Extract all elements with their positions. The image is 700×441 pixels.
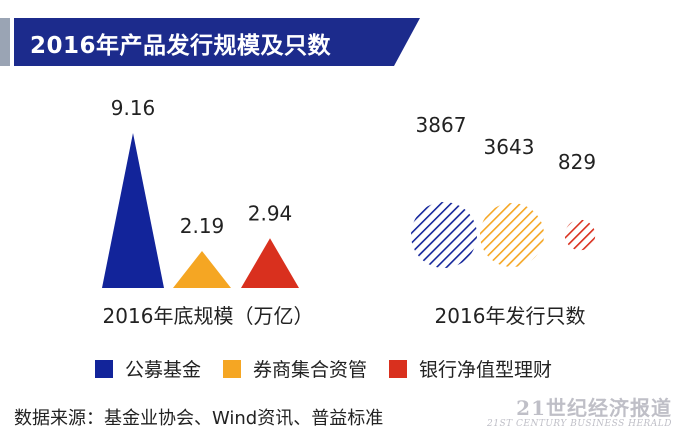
triangle-fund [102, 133, 164, 288]
count-chart: 3867 3643 829 [411, 113, 596, 268]
legend-swatch-bank [389, 359, 408, 378]
bubble-broker [479, 202, 545, 268]
banner-background [14, 18, 420, 66]
chart-area: 9.16 2.19 2.94 3867 3643 829 2016年底规模（万亿） 20… [102, 96, 596, 328]
legend-item-bank: 银行净值型理财 [389, 355, 552, 382]
banner-shape [0, 18, 420, 66]
watermark-sub: 21ST CENTURY BUSINESS HERALD [487, 419, 672, 429]
count-value-label-broker: 3643 [484, 135, 535, 159]
legend-label-bank: 银行净值型理财 [419, 359, 553, 381]
publisher-watermark: 21世纪经济报道 21ST CENTURY BUSINESS HERALD [487, 392, 672, 429]
chart-title: 2016年产品发行规模及只数 [30, 33, 332, 59]
data-source-note: 数据来源：基金业协会、Wind资讯、普益标准 [14, 408, 384, 429]
legend-swatch-broker [223, 359, 242, 378]
count-value-label-bank: 829 [558, 150, 596, 174]
banner-stripe [0, 18, 10, 66]
triangle-bank [241, 238, 299, 288]
scale-chart: 9.16 2.19 2.94 [102, 96, 299, 288]
scale-value-label-bank: 2.94 [248, 201, 293, 225]
watermark-main: 21世纪经济报道 [516, 396, 672, 420]
bubble-bank [564, 219, 596, 251]
legend-label-fund: 公募基金 [125, 359, 202, 381]
scale-axis-label: 2016年底规模（万亿） [103, 304, 314, 328]
title-banner: 2016年产品发行规模及只数 [0, 0, 700, 80]
scale-value-label-fund: 9.16 [111, 96, 156, 120]
legend-label-broker: 券商集合资管 [253, 359, 368, 381]
legend: 公募基金 券商集合资管 银行净值型理财 [95, 355, 574, 382]
bubble-fund [411, 202, 477, 268]
triangle-broker [173, 250, 231, 288]
legend-item-broker: 券商集合资管 [223, 355, 367, 382]
count-value-label-fund: 3867 [416, 113, 467, 137]
scale-value-label-broker: 2.19 [180, 214, 225, 238]
legend-item-fund: 公募基金 [95, 355, 201, 382]
count-axis-label: 2016年发行只数 [435, 304, 586, 328]
legend-swatch-fund [95, 359, 113, 378]
